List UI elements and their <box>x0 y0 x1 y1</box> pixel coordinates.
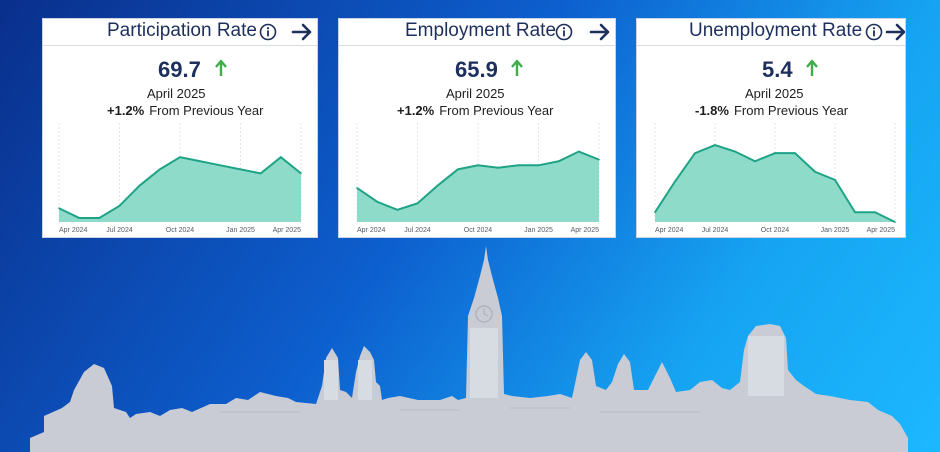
data-point <box>58 207 60 210</box>
arrow-right-icon[interactable] <box>291 23 313 41</box>
data-point <box>537 164 540 167</box>
info-icon[interactable] <box>555 23 573 41</box>
data-point <box>694 152 696 154</box>
trend-up-arrow-icon <box>511 59 523 76</box>
area-fill <box>357 151 599 222</box>
info-icon[interactable] <box>259 23 277 41</box>
data-point <box>436 184 439 187</box>
employment-area-chart: Apr 2024 Jul 2024 Oct 2024 Jan 2025 Apr 2025 <box>356 123 600 234</box>
data-point <box>754 160 756 163</box>
data-point <box>416 202 419 205</box>
data-point <box>714 144 716 146</box>
x-tick-label: Apr 2024 <box>655 227 684 234</box>
kpi-change-text: From Previous Year <box>149 103 264 118</box>
x-tick-label: Jul 2024 <box>106 227 133 234</box>
data-point <box>794 152 796 154</box>
x-tick-label: Oct 2024 <box>464 227 493 234</box>
data-point <box>159 168 161 171</box>
participation-rate-card[interactable]: Participation Rate 69.7 April 2025 +1.2%… <box>42 18 318 238</box>
kpi-date: April 2025 <box>745 86 804 101</box>
kpi-value: 5.4 <box>762 57 793 82</box>
data-point <box>300 172 302 175</box>
data-point <box>654 211 656 214</box>
x-tick-label: Jan 2025 <box>821 227 850 234</box>
data-point <box>280 156 282 158</box>
data-point <box>396 209 399 211</box>
card-title: Participation Rate <box>107 20 257 41</box>
kpi-change-percent: +1.2% <box>397 103 435 118</box>
data-point <box>874 211 876 214</box>
area-fill <box>655 145 895 222</box>
kpi-value: 65.9 <box>455 57 498 82</box>
kpi-change: -1.8% From Previous Year <box>695 103 848 118</box>
x-tick-label: Apr 2024 <box>59 227 88 234</box>
data-point <box>239 168 242 171</box>
x-tick-label: Jul 2024 <box>404 227 431 234</box>
x-tick-label: Jan 2025 <box>226 227 255 234</box>
data-point <box>854 211 856 214</box>
data-point <box>734 150 736 153</box>
data-point <box>138 184 141 187</box>
kpi-change-percent: -1.8% <box>695 103 729 118</box>
info-icon[interactable] <box>865 23 883 41</box>
data-point <box>219 164 222 167</box>
x-tick-label: Apr 2025 <box>571 227 600 234</box>
card-header: Participation Rate <box>43 19 317 46</box>
arrow-right-icon[interactable] <box>885 23 906 41</box>
data-point <box>598 158 600 161</box>
data-point <box>557 160 560 163</box>
kpi-value: 69.7 <box>158 57 201 82</box>
x-tick-label: Oct 2024 <box>166 227 195 234</box>
kpi-change: +1.2% From Previous Year <box>107 103 263 118</box>
data-point <box>98 217 101 219</box>
data-point <box>578 150 580 153</box>
unemployment-rate-card[interactable]: Unemployment Rate 5.4 April 2025 -1.8% Fr… <box>636 18 906 238</box>
data-point <box>674 180 676 183</box>
employment-rate-card[interactable]: Employment Rate 65.9 April 2025 +1.2% Fro… <box>338 18 616 238</box>
x-tick-label: Apr 2024 <box>357 227 386 234</box>
data-point <box>78 217 80 219</box>
participation-area-chart: Apr 2024 Jul 2024 Oct 2024 Jan 2025 Apr 2025 <box>58 123 302 234</box>
data-point <box>834 179 836 181</box>
data-point <box>259 172 262 175</box>
data-point <box>497 166 499 169</box>
x-tick-label: Apr 2025 <box>273 227 302 234</box>
data-point <box>376 200 378 203</box>
data-point <box>894 221 896 223</box>
kpi-date: April 2025 <box>147 86 206 101</box>
kpi-change-percent: +1.2% <box>107 103 145 118</box>
card-title: Employment Rate <box>405 20 557 41</box>
data-point <box>199 160 201 163</box>
kpi-date: April 2025 <box>446 86 505 101</box>
arrow-right-icon[interactable] <box>589 23 611 41</box>
x-tick-label: Apr 2025 <box>867 227 896 234</box>
city-skyline-illustration <box>30 246 908 452</box>
card-header: Unemployment Rate <box>637 19 905 46</box>
card-title: Unemployment Rate <box>689 20 863 41</box>
data-point <box>814 170 816 173</box>
x-tick-label: Oct 2024 <box>761 227 790 234</box>
kpi-change: +1.2% From Previous Year <box>397 103 553 118</box>
data-point <box>356 187 358 189</box>
x-tick-label: Jan 2025 <box>524 227 553 234</box>
kpi-change-text: From Previous Year <box>733 103 849 118</box>
data-point <box>477 164 479 167</box>
kpi-change-text: From Previous Year <box>439 103 554 118</box>
trend-up-arrow-icon <box>215 59 227 76</box>
unemployment-area-chart: Apr 2024 Jul 2024 Oct 2024 Jan 2025 Apr 2025 <box>654 123 896 234</box>
data-point <box>774 152 776 154</box>
data-point <box>517 164 520 167</box>
data-point <box>457 168 459 171</box>
card-header: Employment Rate <box>339 19 615 46</box>
trend-up-arrow-icon <box>806 59 818 76</box>
data-point <box>118 205 121 207</box>
area-fill <box>59 157 301 222</box>
x-tick-label: Jul 2024 <box>702 227 729 234</box>
data-point <box>179 156 181 158</box>
